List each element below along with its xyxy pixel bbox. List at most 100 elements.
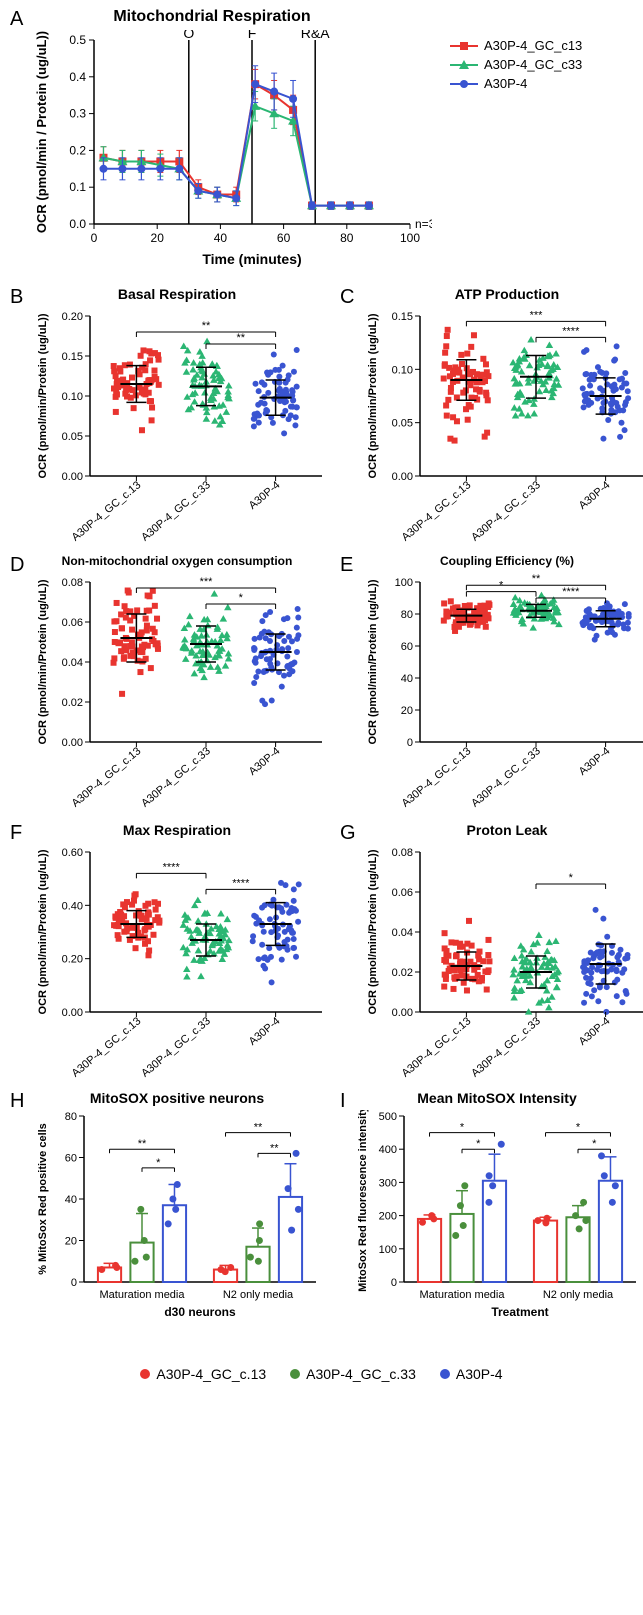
- svg-text:*: *: [569, 872, 574, 884]
- svg-text:OCR (pmol/min/Protein (ug/uL)): OCR (pmol/min/Protein (ug/uL)): [37, 579, 49, 744]
- svg-text:0.20: 0.20: [62, 311, 83, 323]
- svg-text:0: 0: [407, 737, 413, 749]
- panel-a-title: Mitochondrial Respiration: [32, 8, 392, 26]
- scatter-F: 0.000.200.400.60********A30P-4_GC_c.13A3…: [32, 842, 332, 1080]
- svg-text:A30P-4_GC_c.13: A30P-4_GC_c.13: [70, 1015, 144, 1080]
- panel-D-label: D: [10, 554, 24, 577]
- svg-text:0.00: 0.00: [392, 1007, 413, 1019]
- svg-text:R&A: R&A: [301, 30, 330, 41]
- scatter-C: 0.000.050.100.15*******A30P-4_GC_c.13A30…: [362, 306, 643, 544]
- svg-text:20: 20: [151, 231, 165, 245]
- svg-text:0.4: 0.4: [69, 70, 86, 84]
- svg-text:****: ****: [232, 877, 250, 889]
- svg-text:Maturation media: Maturation media: [100, 1289, 186, 1301]
- panel-i-title: Mean MitoSOX Intensity: [352, 1090, 642, 1106]
- panel-a-row: A Mitochondrial Respiration 0.00.10.20.3…: [8, 8, 635, 278]
- footer-legend-c13: A30P-4_GC_c.13: [140, 1366, 266, 1382]
- svg-text:*: *: [476, 1138, 481, 1150]
- svg-text:0.15: 0.15: [62, 351, 83, 363]
- svg-text:0.00: 0.00: [62, 471, 83, 483]
- svg-text:40: 40: [401, 673, 413, 685]
- dot-icon: [440, 1369, 450, 1379]
- svg-text:n=3: n=3: [415, 217, 432, 231]
- svg-text:Treatment: Treatment: [491, 1305, 548, 1319]
- legend-item-a30p4: A30P-4: [450, 76, 582, 91]
- svg-text:100: 100: [400, 231, 420, 245]
- svg-text:*: *: [156, 1157, 161, 1169]
- scatter-row-2: FMax Respiration0.000.200.400.60********…: [8, 822, 635, 1082]
- svg-text:A30P-4: A30P-4: [577, 1015, 613, 1048]
- svg-text:0: 0: [391, 1277, 397, 1289]
- svg-text:0.5: 0.5: [69, 33, 86, 47]
- svg-text:A30P-4: A30P-4: [247, 745, 283, 778]
- svg-text:OCR (pmol/min/Protein (ug/uL)): OCR (pmol/min/Protein (ug/uL)): [367, 849, 379, 1014]
- svg-text:N2 only media: N2 only media: [543, 1289, 614, 1301]
- panel-F-chart: Max Respiration0.000.200.400.60********A…: [32, 822, 332, 1082]
- svg-text:0.2: 0.2: [69, 143, 86, 157]
- svg-text:A30P-4_GC_c.33: A30P-4_GC_c.33: [469, 745, 543, 810]
- svg-text:OCR (pmol/min/Protein (ug/uL)): OCR (pmol/min/Protein (ug/uL)): [37, 849, 49, 1014]
- panel-h-chart: MitoSOX positive neurons 020406080***Mat…: [32, 1090, 322, 1350]
- footer-legend-a30p4: A30P-4: [440, 1366, 503, 1382]
- panel-G-title: Proton Leak: [362, 822, 643, 838]
- svg-text:0.06: 0.06: [392, 887, 413, 899]
- svg-text:200: 200: [379, 1211, 397, 1223]
- panel-hi-row: H MitoSOX positive neurons 020406080***M…: [8, 1090, 635, 1350]
- legend-marker-a30p4: [450, 77, 478, 91]
- svg-text:40: 40: [214, 231, 228, 245]
- svg-text:0.15: 0.15: [392, 311, 413, 323]
- svg-text:0.60: 0.60: [62, 847, 83, 859]
- scatter-B: 0.000.050.100.150.20****A30P-4_GC_c.13A3…: [32, 306, 332, 544]
- panel-D-chart: Non-mitochondrial oxygen consumption0.00…: [32, 554, 332, 814]
- svg-text:A30P-4: A30P-4: [577, 479, 613, 512]
- scatter-D: 0.000.020.040.060.08****A30P-4_GC_c.13A3…: [32, 572, 332, 810]
- svg-text:A30P-4_GC_c.33: A30P-4_GC_c.33: [139, 745, 213, 810]
- svg-text:60: 60: [401, 641, 413, 653]
- panel-G-label: G: [340, 822, 356, 845]
- svg-text:OCR (pmol/min / Protein (ug/uL: OCR (pmol/min / Protein (ug/uL)): [34, 31, 49, 233]
- svg-text:***: ***: [530, 309, 544, 321]
- svg-text:0.40: 0.40: [62, 900, 83, 912]
- svg-text:A30P-4_GC_c.13: A30P-4_GC_c.13: [400, 479, 474, 544]
- mitosox-intensity-barchart: 0100200300400500**Maturation media**N2 o…: [352, 1110, 642, 1340]
- svg-text:A30P-4_GC_c.13: A30P-4_GC_c.13: [70, 479, 144, 544]
- svg-text:0.08: 0.08: [392, 847, 413, 859]
- svg-text:0.04: 0.04: [392, 927, 413, 939]
- svg-text:60: 60: [65, 1153, 77, 1165]
- svg-text:A30P-4_GC_c.33: A30P-4_GC_c.33: [139, 479, 213, 544]
- svg-text:0: 0: [91, 231, 98, 245]
- svg-text:0.02: 0.02: [392, 967, 413, 979]
- svg-text:OCR (pmol/min/Protein (ug/uL)): OCR (pmol/min/Protein (ug/uL)): [367, 579, 379, 744]
- svg-text:0.10: 0.10: [392, 364, 413, 376]
- svg-text:80: 80: [65, 1111, 77, 1123]
- svg-text:0.05: 0.05: [62, 431, 83, 443]
- panel-h-label: H: [10, 1090, 24, 1113]
- panel-C-label: C: [340, 286, 354, 309]
- dot-icon: [140, 1369, 150, 1379]
- svg-text:0.05: 0.05: [392, 418, 413, 430]
- panel-a-label: A: [10, 8, 23, 31]
- svg-text:A30P-4: A30P-4: [247, 1015, 283, 1048]
- legend-marker-c33: [450, 58, 478, 72]
- svg-text:d30 neurons: d30 neurons: [164, 1305, 236, 1319]
- panel-i-label: I: [340, 1090, 346, 1113]
- svg-text:0.0: 0.0: [69, 217, 86, 231]
- svg-text:20: 20: [65, 1236, 77, 1248]
- svg-text:****: ****: [163, 861, 181, 873]
- legend-marker-c13: [450, 39, 478, 53]
- scatter-row-1: D Non-mitochondrial oxygen consumption0.0…: [8, 554, 635, 814]
- panel-E-label: E: [340, 554, 353, 577]
- svg-text:400: 400: [379, 1144, 397, 1156]
- scatter-panels-grid: BBasal Respiration0.000.050.100.150.20**…: [8, 286, 635, 1082]
- svg-text:*: *: [499, 580, 504, 592]
- svg-text:0.00: 0.00: [62, 1007, 83, 1019]
- mitosox-positive-barchart: 020406080***Maturation media****N2 only …: [32, 1110, 322, 1340]
- svg-text:0.02: 0.02: [62, 697, 83, 709]
- svg-text:80: 80: [340, 231, 354, 245]
- legend-label-a30p4: A30P-4: [484, 76, 527, 91]
- scatter-E: 020406080100*******A30P-4_GC_c.13A30P-4_…: [362, 572, 643, 810]
- panel-B-title: Basal Respiration: [32, 286, 322, 302]
- scatter-G: 0.000.020.040.060.08*A30P-4_GC_c.13A30P-…: [362, 842, 643, 1080]
- svg-text:0.10: 0.10: [62, 391, 83, 403]
- svg-text:40: 40: [65, 1194, 77, 1206]
